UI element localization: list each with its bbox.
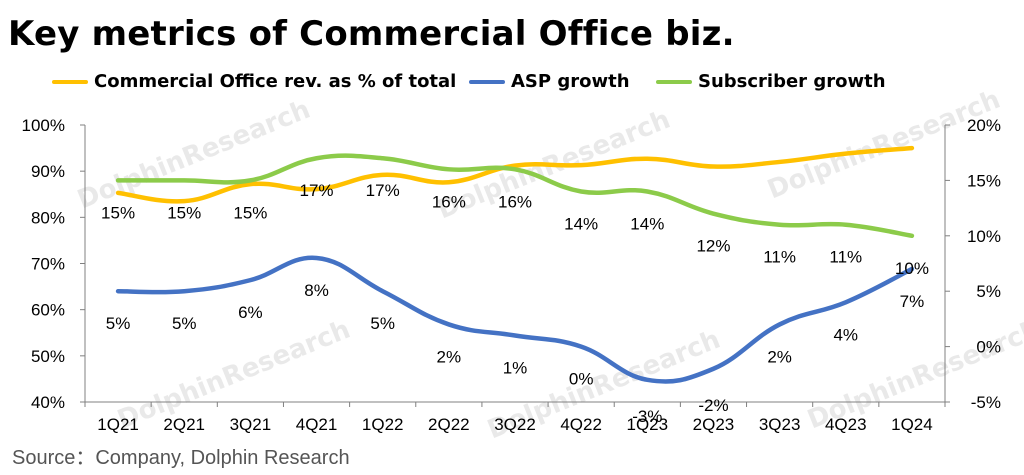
- left-axis-tick-label: 40%: [31, 393, 65, 412]
- x-axis-tick-label: 4Q22: [560, 415, 602, 434]
- left-axis-tick-label: 50%: [31, 347, 65, 366]
- legend-swatch-asp: [469, 79, 505, 84]
- left-axis-tick-label: 70%: [31, 255, 65, 274]
- subscriber-growth-data-label: 15%: [167, 203, 201, 222]
- x-axis-tick-label: 1Q24: [891, 415, 933, 434]
- subscriber-growth-line: [115, 153, 915, 239]
- legend-swatch-office-rev: [52, 79, 88, 84]
- asp-growth-data-label: 7%: [900, 292, 925, 311]
- x-axis-tick-label: 1Q23: [627, 415, 669, 434]
- subscriber-growth-data-label: 15%: [233, 203, 267, 222]
- asp-growth-line: [115, 255, 915, 384]
- right-axis-tick-label: -5%: [971, 393, 1001, 412]
- right-axis-tick-label: 10%: [967, 227, 1001, 246]
- x-axis-tick-label: 3Q23: [759, 415, 801, 434]
- right-axis-tick-label: 20%: [967, 116, 1001, 135]
- left-axis-tick-label: 90%: [31, 162, 65, 181]
- x-axis-tick-label: 4Q21: [296, 415, 338, 434]
- source-note: Source：Company, Dolphin Research: [12, 447, 350, 469]
- asp-growth-data-label: 0%: [569, 370, 594, 389]
- left-axis-tick-label: 80%: [31, 208, 65, 227]
- subscriber-growth-data-label: 16%: [432, 192, 466, 211]
- x-axis-tick-label: 2Q21: [163, 415, 205, 434]
- legend-label-office-rev: Commercial Office rev. as % of total: [94, 71, 457, 92]
- subscriber-growth-data-label: 11%: [763, 248, 796, 267]
- asp-growth-data-label: 8%: [304, 281, 329, 300]
- subscriber-growth-data-label: 16%: [498, 192, 532, 211]
- asp-growth-data-label: 2%: [767, 347, 792, 366]
- asp-growth-data-label: -3%: [632, 407, 662, 426]
- x-axis-tick-label: 2Q22: [428, 415, 470, 434]
- asp-growth-data-label: 2%: [437, 347, 462, 366]
- asp-growth-data-label: 4%: [833, 325, 858, 344]
- left-axis-tick-label: 100%: [22, 116, 65, 135]
- legend-label-asp: ASP growth: [511, 71, 630, 92]
- chart-title: Key metrics of Commercial Office biz.: [8, 14, 735, 54]
- x-axis-tick-label: 1Q21: [97, 415, 139, 434]
- right-axis-tick-label: 5%: [976, 282, 1001, 301]
- legend-swatch-subscriber: [656, 79, 692, 84]
- asp-growth-data-label: 5%: [172, 314, 197, 333]
- subscriber-growth-data-label: 14%: [630, 214, 664, 233]
- asp-growth-data-label: 5%: [106, 314, 131, 333]
- legend-item-office-rev: Commercial Office rev. as % of total: [52, 71, 456, 92]
- legend-label-subscriber: Subscriber growth: [698, 71, 886, 92]
- x-axis-tick-label: 2Q23: [693, 415, 735, 434]
- subscriber-growth-data-label: 17%: [300, 181, 334, 200]
- x-axis-tick-label: 3Q21: [230, 415, 272, 434]
- subscriber-growth-data-label: 14%: [564, 214, 598, 233]
- asp-growth-data-label: 5%: [370, 314, 395, 333]
- legend-item-asp: ASP growth: [469, 71, 630, 92]
- x-axis-tick-label: 1Q22: [362, 415, 404, 434]
- subscriber-growth-data-label: 10%: [895, 259, 929, 278]
- office-rev-share-line: [115, 145, 915, 204]
- subscriber-growth-data-label: 15%: [101, 203, 135, 222]
- asp-growth-data-label: 1%: [503, 359, 528, 378]
- x-axis-tick-label: 3Q22: [494, 415, 536, 434]
- subscriber-growth-data-label: 11%: [829, 248, 862, 267]
- subscriber-growth-data-label: 12%: [696, 237, 730, 256]
- subscriber-growth-data-label: 17%: [366, 181, 400, 200]
- right-axis-tick-label: 0%: [976, 338, 1001, 357]
- left-axis-tick-label: 60%: [31, 301, 65, 320]
- x-axis-tick-label: 4Q23: [825, 415, 867, 434]
- right-axis-tick-label: 15%: [967, 171, 1001, 190]
- chart-legend: Commercial Office rev. as % of total ASP…: [0, 71, 1024, 95]
- asp-growth-data-label: 6%: [238, 303, 263, 322]
- legend-item-subscriber: Subscriber growth: [656, 71, 886, 92]
- asp-growth-data-label: -2%: [698, 396, 728, 415]
